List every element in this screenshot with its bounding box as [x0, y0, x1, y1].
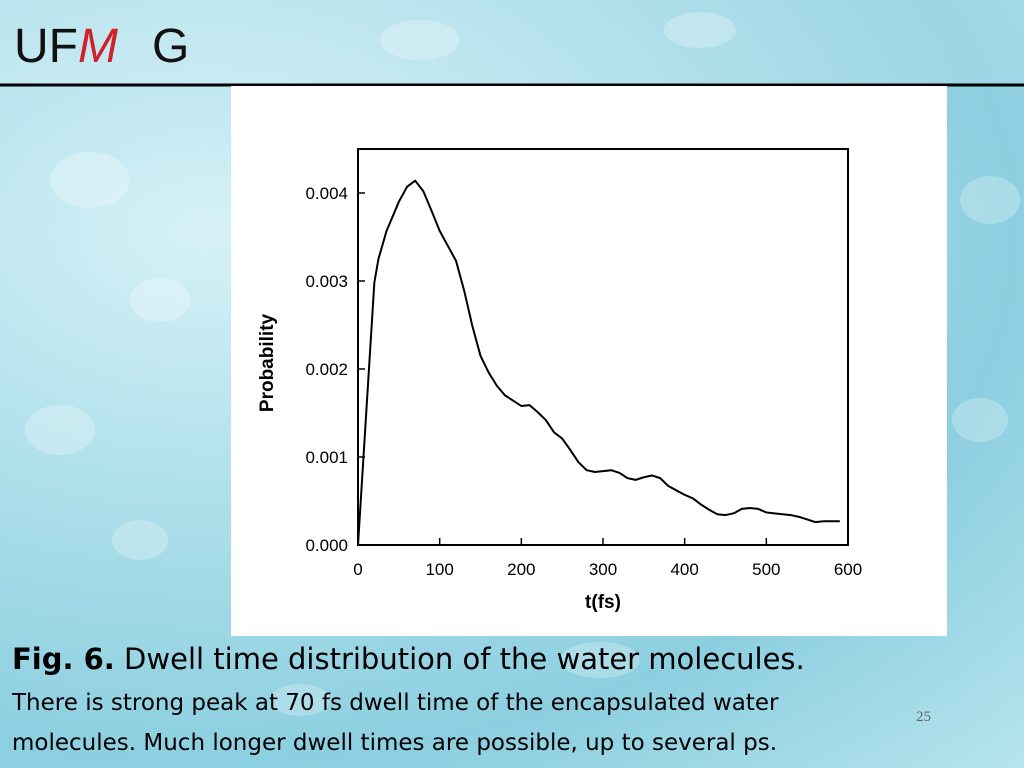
caption-title: Fig. 6. Dwell time distribution of the w… [12, 642, 805, 676]
y-tick-label: 0.002 [305, 360, 348, 379]
logo-uf: UF [14, 20, 78, 73]
x-tick-label: 0 [353, 560, 362, 579]
x-tick-label: 300 [589, 560, 617, 579]
caption-line: molecules. Much longer dwell times are p… [12, 730, 778, 756]
logo-g: G [152, 20, 189, 73]
x-tick-label: 400 [670, 560, 698, 579]
x-tick-label: 100 [425, 560, 453, 579]
chart: t(fs) Probability 0.000 0.001 0.002 0.003 0.… [231, 86, 947, 636]
y-tick-label: 0.001 [305, 448, 348, 467]
figure-title: Dwell time distribution of the water mol… [124, 642, 805, 676]
figure-number: Fig. 6. [12, 642, 115, 676]
x-tick-label: 200 [507, 560, 535, 579]
logo-m: M [78, 20, 118, 73]
caption-line: There is strong peak at 70 fs dwell time… [12, 690, 779, 716]
page-number: 25 [916, 709, 931, 725]
y-tick-label: 0.003 [305, 272, 348, 291]
y-tick-label: 0.004 [305, 184, 348, 203]
x-tick-label: 500 [752, 560, 780, 579]
y-tick-label: 0.000 [305, 536, 348, 555]
x-axis-label: t(fs) [585, 592, 621, 613]
y-axis-label: Probability [257, 313, 278, 412]
data-line [357, 179, 840, 546]
x-tick-label: 600 [834, 560, 862, 579]
